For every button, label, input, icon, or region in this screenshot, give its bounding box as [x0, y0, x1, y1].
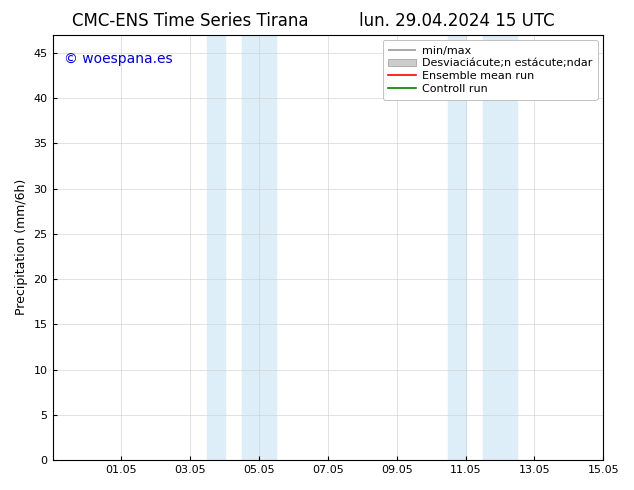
Y-axis label: Precipitation (mm/6h): Precipitation (mm/6h) — [15, 179, 28, 316]
Text: lun. 29.04.2024 15 UTC: lun. 29.04.2024 15 UTC — [359, 12, 554, 30]
Text: © woespana.es: © woespana.es — [63, 51, 172, 66]
Bar — [482, 35, 517, 460]
Bar — [448, 35, 465, 460]
Bar — [242, 35, 276, 460]
Legend: min/max, Desviaciácute;n estácute;ndar, Ensemble mean run, Controll run: min/max, Desviaciácute;n estácute;ndar, … — [383, 40, 598, 99]
Bar — [207, 35, 224, 460]
Text: CMC-ENS Time Series Tirana: CMC-ENS Time Series Tirana — [72, 12, 309, 30]
